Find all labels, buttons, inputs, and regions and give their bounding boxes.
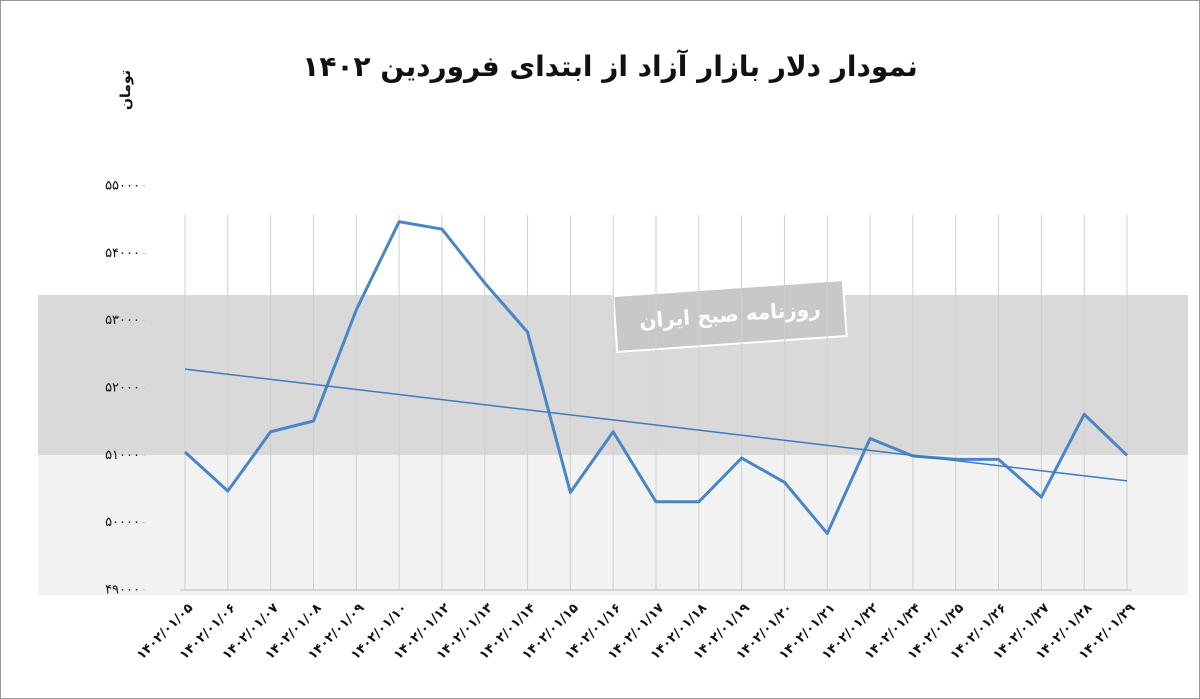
data-line [183,220,1129,535]
y-tick-label: ۵۲۰۰۰ [105,381,140,396]
y-tick-label: ۵۰۰۰۰ [105,515,140,530]
y-tick-label: ۵۱۰۰۰ [105,448,140,463]
y-axis-label: تومان [118,70,134,110]
trend-line [184,368,1128,482]
chart-title: نمودار دلار بازار آزاد از ابتدای فروردین… [302,49,917,83]
y-tick-label: ۴۹۰۰۰ [105,583,140,598]
y-tick-label: ۵۳۰۰۰ [105,313,140,328]
y-tick-label: ۵۴۰۰۰ [105,246,140,261]
watermark-box [612,278,848,354]
y-tick-label: ۵۵۰۰۰ [105,179,140,194]
